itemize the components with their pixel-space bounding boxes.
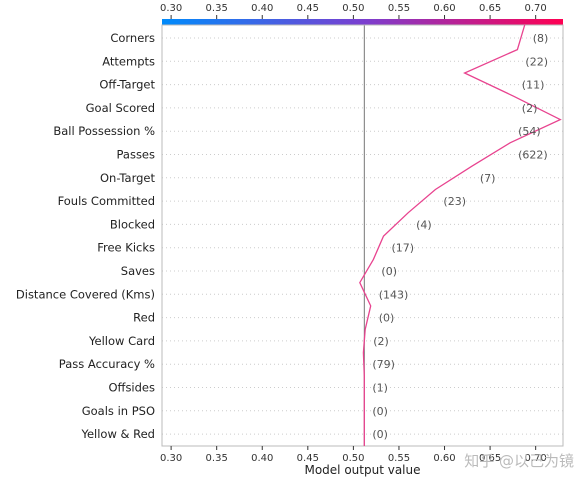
bottom-tick-label: 0.30 <box>160 453 182 464</box>
feature-label: Fouls Committed <box>58 194 155 208</box>
feature-value-label: (7) <box>480 172 496 185</box>
feature-label: Saves <box>121 264 155 278</box>
feature-value-label: (8) <box>533 32 549 45</box>
bottom-tick-label: 0.50 <box>342 453 364 464</box>
feature-label: Blocked <box>110 217 155 231</box>
feature-label: Offsides <box>108 381 155 395</box>
feature-value-label: (2) <box>373 335 389 348</box>
top-tick-label: 0.50 <box>342 3 364 14</box>
feature-value-label: (0) <box>381 265 397 278</box>
feature-value-label: (54) <box>518 125 541 138</box>
decision-line <box>359 24 562 446</box>
bottom-tick-label: 0.35 <box>206 453 228 464</box>
feature-value-label: (2) <box>522 102 538 115</box>
feature-value-label: (1) <box>372 382 388 395</box>
feature-value-label: (622) <box>518 149 548 162</box>
bottom-axis: 0.30 0.35 0.40 0.45 0.50 0.55 0.60 0.65 0.70 <box>160 446 547 464</box>
bottom-tick-label: 0.40 <box>251 453 273 464</box>
plot-frame <box>161 24 564 447</box>
feature-value-label: (23) <box>443 195 466 208</box>
top-tick-label: 0.65 <box>479 3 501 14</box>
x-axis-title: Model output value <box>304 463 420 477</box>
feature-value-label: (143) <box>379 288 409 301</box>
feature-value-label: (0) <box>379 312 395 325</box>
feature-value-label: (4) <box>416 218 432 231</box>
feature-label: Attempts <box>102 54 155 68</box>
feature-value-label: (11) <box>522 79 545 92</box>
feature-label: Passes <box>116 148 155 162</box>
feature-value-label: (0) <box>372 428 388 441</box>
top-tick-label: 0.45 <box>297 3 319 14</box>
top-axis: 0.30 0.35 0.40 0.45 0.50 0.55 0.60 0.65 0.70 <box>160 3 547 19</box>
feature-labels: Corners Attempts Off-Target Goal Scored Ball… <box>16 31 156 441</box>
feature-label: Free Kicks <box>97 241 155 255</box>
top-tick-label: 0.30 <box>160 3 182 14</box>
colorbar <box>162 19 563 25</box>
feature-value-label: (17) <box>391 242 414 255</box>
bottom-tick-label: 0.70 <box>525 453 547 464</box>
bottom-tick-label: 0.65 <box>479 453 501 464</box>
feature-label: Yellow Card <box>88 334 155 348</box>
top-tick-label: 0.55 <box>388 3 410 14</box>
bottom-tick-label: 0.60 <box>433 453 455 464</box>
feature-label: Off-Target <box>99 78 155 92</box>
feature-label: Yellow & Red <box>80 427 155 441</box>
feature-label: On-Target <box>100 171 156 185</box>
watermark: 知乎 @以己为镜 <box>464 452 574 470</box>
top-tick-label: 0.60 <box>433 3 455 14</box>
feature-label: Red <box>133 311 155 325</box>
feature-value-label: (0) <box>372 405 388 418</box>
feature-label: Corners <box>110 31 155 45</box>
feature-label: Goals in PSO <box>82 404 155 418</box>
top-tick-label: 0.70 <box>525 3 547 14</box>
feature-label: Ball Possession % <box>53 124 155 138</box>
feature-value-label: (79) <box>372 358 395 371</box>
top-tick-label: 0.40 <box>251 3 273 14</box>
value-labels: (8) (22) (11) (2) (54) (622) (7) (23) (4)(17) (0)… <box>372 32 548 441</box>
top-tick-label: 0.35 <box>206 3 228 14</box>
grid-lines <box>162 37 563 435</box>
feature-label: Goal Scored <box>86 101 155 115</box>
feature-value-label: (22) <box>525 55 548 68</box>
bottom-tick-label: 0.55 <box>388 453 410 464</box>
feature-label: Pass Accuracy % <box>59 357 155 371</box>
feature-label: Distance Covered (Kms) <box>16 287 155 301</box>
bottom-tick-label: 0.45 <box>297 453 319 464</box>
